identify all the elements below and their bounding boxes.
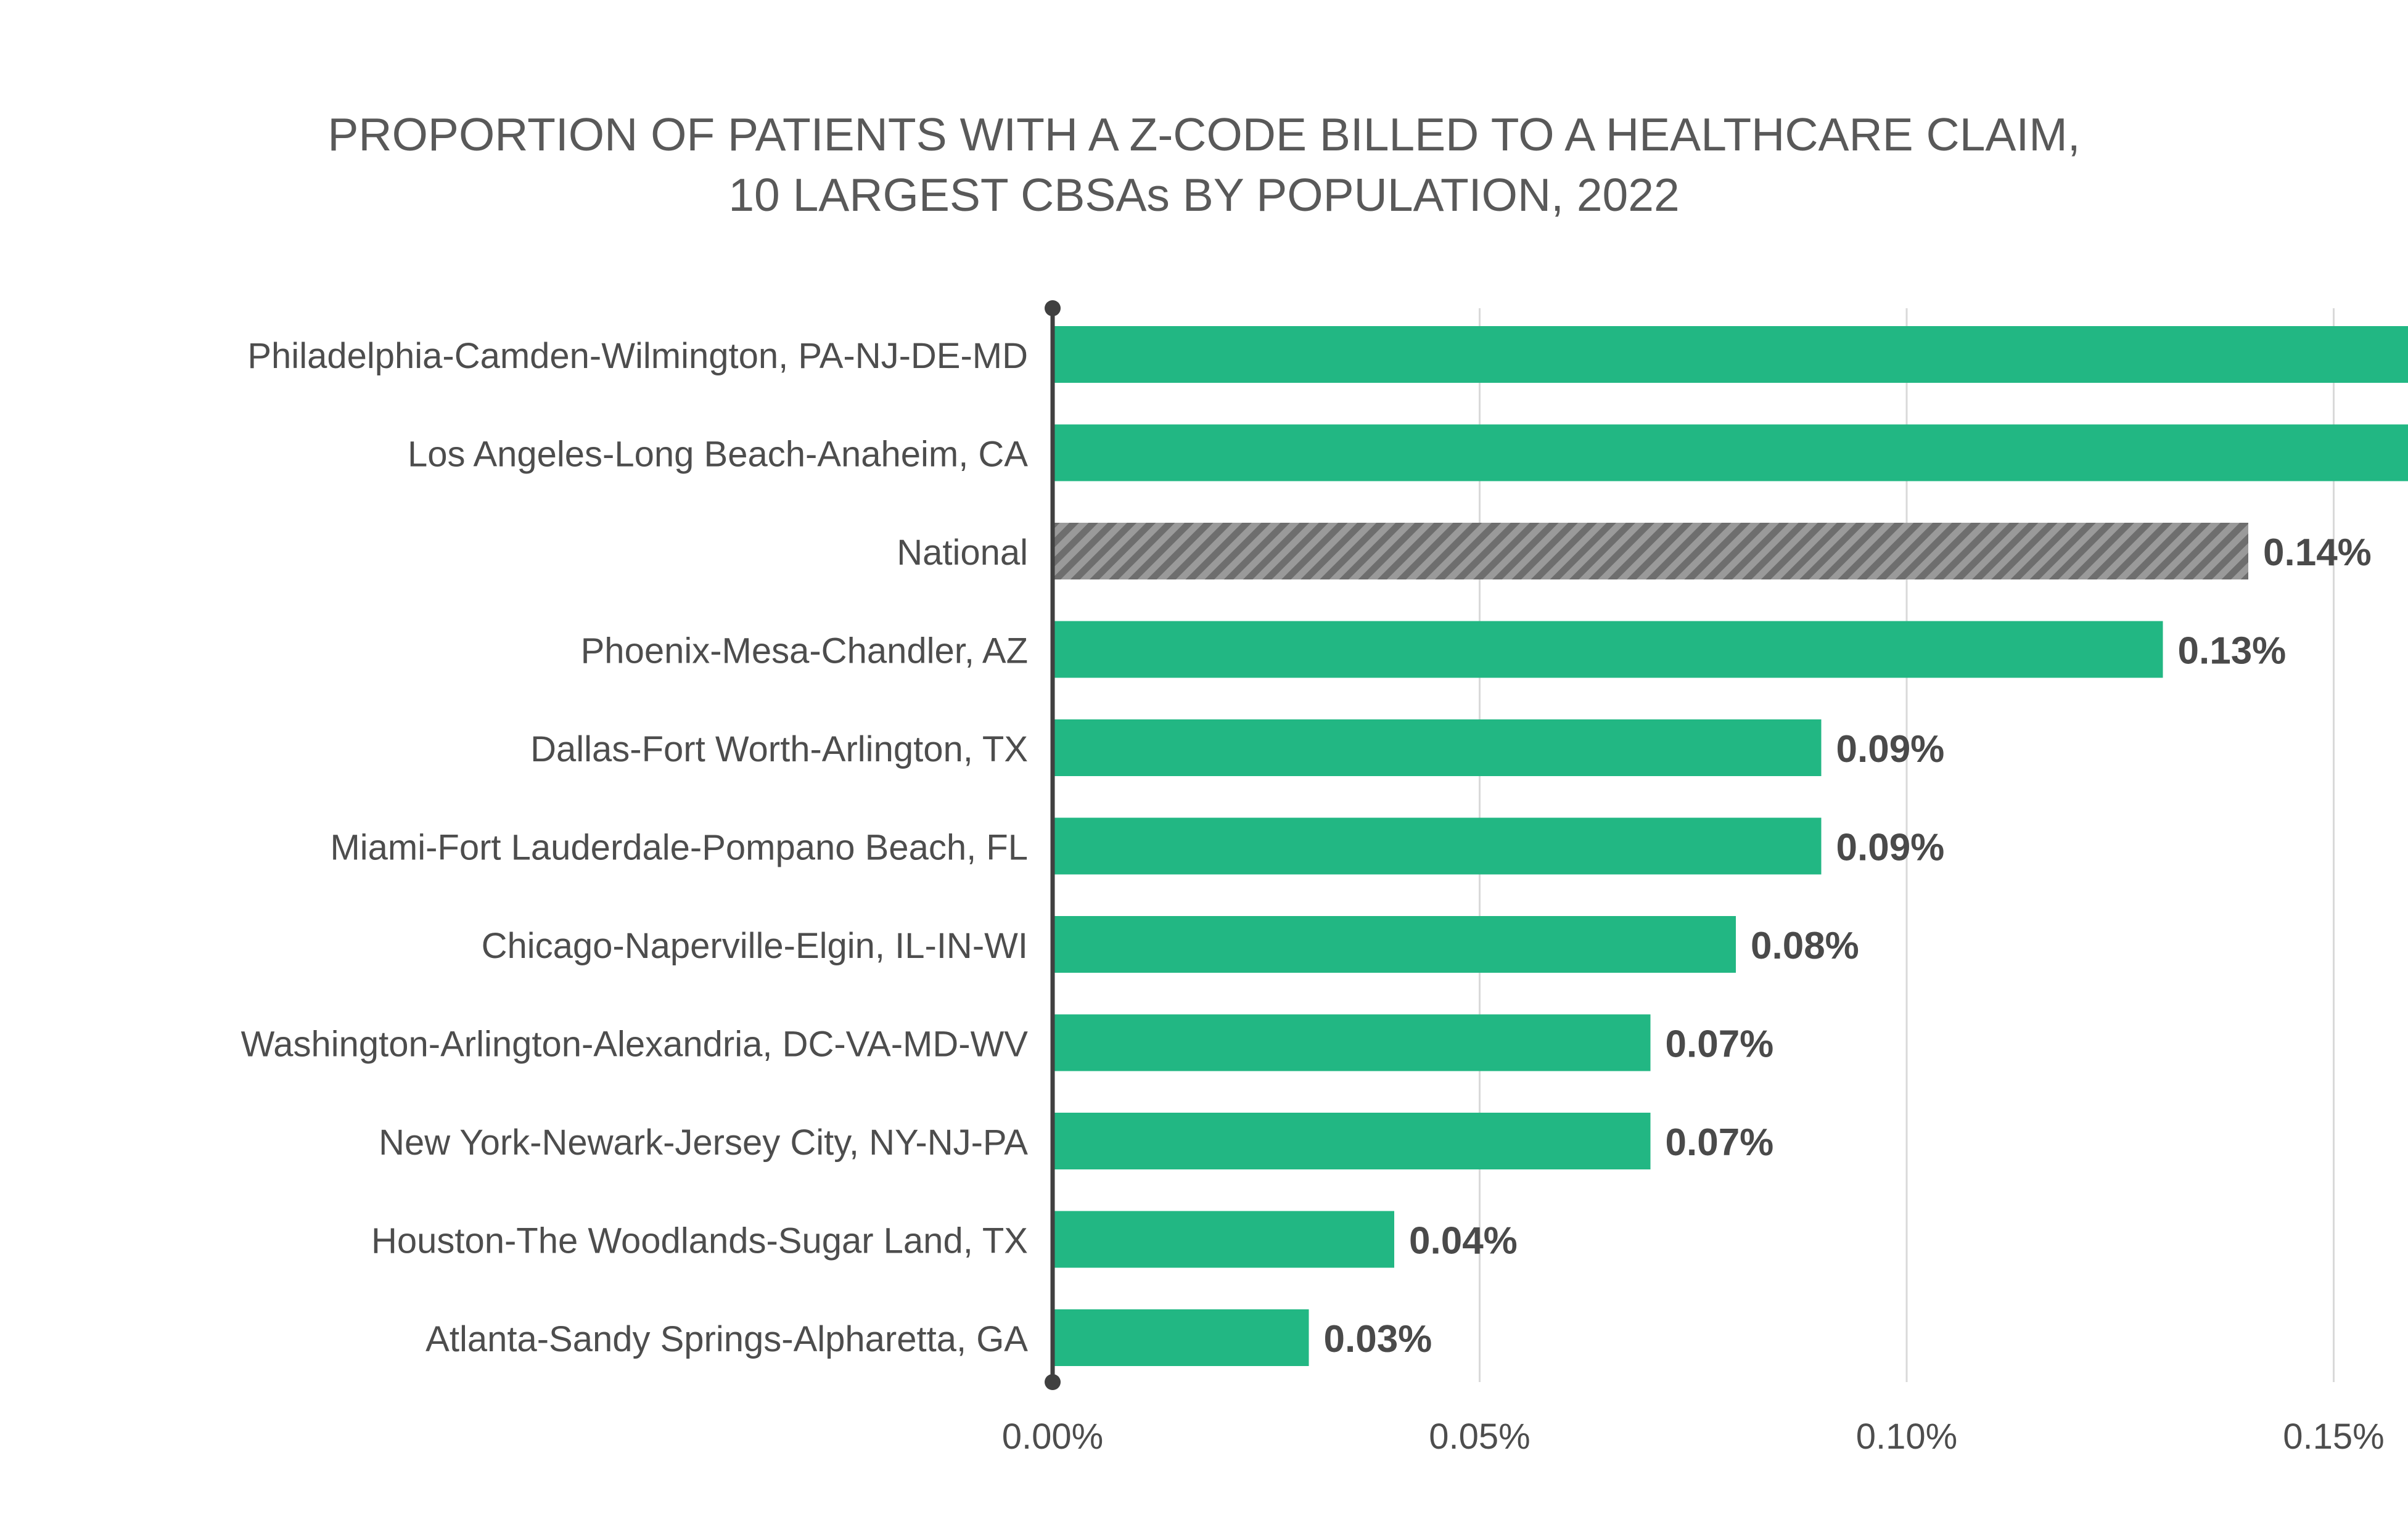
category-label: New York-Newark-Jersey City, NY-NJ-PA bbox=[379, 1123, 1028, 1163]
data-label: 0.07% bbox=[1666, 1023, 1774, 1066]
x-axis-ticks: 0.00%0.05%0.10%0.15%0.20%0.25% bbox=[1002, 1417, 2385, 1457]
category-label: Miami-Fort Lauderdale-Pompano Beach, FL bbox=[330, 828, 1028, 868]
bar-national bbox=[1053, 523, 2248, 579]
bar bbox=[1053, 916, 1736, 973]
bar bbox=[1053, 1309, 1309, 1366]
axis-end-dot bbox=[1045, 1374, 1061, 1390]
chart-title: PROPORTION OF PATIENTS WITH A Z-CODE BIL… bbox=[327, 108, 2081, 160]
axis-end-dot bbox=[1045, 300, 1061, 316]
data-label: 0.13% bbox=[2178, 630, 2287, 673]
category-label: Phoenix-Mesa-Chandler, AZ bbox=[581, 631, 1028, 671]
data-label: 0.03% bbox=[1324, 1318, 1432, 1361]
category-label: Houston-The Woodlands-Sugar Land, TX bbox=[371, 1221, 1028, 1261]
data-label: 0.04% bbox=[1409, 1220, 1518, 1262]
data-label: 0.14% bbox=[2263, 531, 2372, 574]
y-axis bbox=[1045, 300, 1061, 1390]
data-label: 0.07% bbox=[1666, 1121, 1774, 1164]
bar bbox=[1053, 621, 2163, 678]
category-label: Dallas-Fort Worth-Arlington, TX bbox=[530, 729, 1028, 769]
category-label: Chicago-Naperville-Elgin, IL-IN-WI bbox=[482, 926, 1028, 966]
data-label: 0.09% bbox=[1836, 827, 1945, 869]
data-label: 0.08% bbox=[1751, 925, 1859, 967]
bar bbox=[1053, 424, 2408, 481]
category-label: Los Angeles-Long Beach-Anaheim, CA bbox=[408, 435, 1028, 475]
bar bbox=[1053, 1113, 1651, 1169]
x-tick-label: 0.10% bbox=[1856, 1417, 1957, 1457]
x-tick-label: 0.00% bbox=[1002, 1417, 1103, 1457]
category-label: National bbox=[897, 533, 1028, 573]
data-label: 0.09% bbox=[1836, 728, 1945, 771]
category-label: Philadelphia-Camden-Wilmington, PA-NJ-DE… bbox=[247, 336, 1028, 376]
bar bbox=[1053, 326, 2408, 383]
bar bbox=[1053, 719, 1822, 776]
x-tick-label: 0.15% bbox=[2283, 1417, 2384, 1457]
bars bbox=[1053, 326, 2408, 1366]
bar bbox=[1053, 817, 1822, 875]
category-labels: Philadelphia-Camden-Wilmington, PA-NJ-DE… bbox=[241, 336, 1029, 1359]
x-tick-label: 0.05% bbox=[1429, 1417, 1530, 1457]
bar bbox=[1053, 1014, 1651, 1071]
category-label: Washington-Arlington-Alexandria, DC-VA-M… bbox=[241, 1025, 1029, 1065]
bar bbox=[1053, 1211, 1394, 1268]
category-label: Atlanta-Sandy Springs-Alpharetta, GA bbox=[425, 1319, 1028, 1359]
data-labels: 0.24%0.20%0.14%0.13%0.09%0.09%0.08%0.07%… bbox=[1324, 531, 2372, 1361]
chart-subtitle: 10 LARGEST CBSAs BY POPULATION, 2022 bbox=[728, 169, 1680, 221]
